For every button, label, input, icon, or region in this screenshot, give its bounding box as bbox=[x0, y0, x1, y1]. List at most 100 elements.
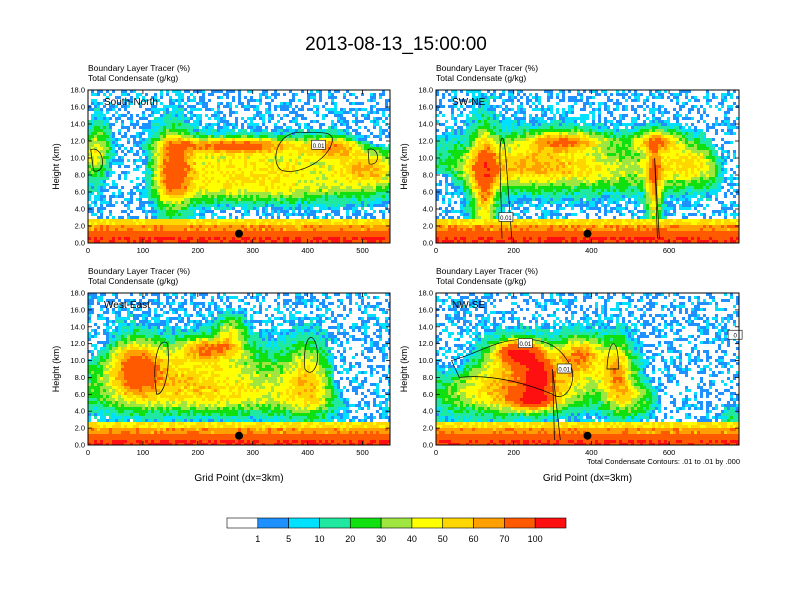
field-cell bbox=[142, 114, 145, 117]
field-cell bbox=[199, 231, 202, 234]
field-cell bbox=[355, 168, 358, 171]
field-cell bbox=[316, 105, 319, 108]
field-cell bbox=[229, 213, 232, 216]
field-cell bbox=[307, 174, 310, 177]
field-cell bbox=[184, 216, 187, 219]
field-cell bbox=[340, 117, 343, 120]
field-cell bbox=[604, 108, 607, 111]
field-cell bbox=[283, 162, 286, 165]
field-cell bbox=[157, 180, 160, 183]
field-cell bbox=[190, 228, 193, 231]
field-cell bbox=[481, 93, 484, 96]
field-cell bbox=[706, 102, 709, 105]
field-cell bbox=[181, 183, 184, 186]
field-cell bbox=[229, 162, 232, 165]
field-cell bbox=[331, 129, 334, 132]
field-cell bbox=[250, 159, 253, 162]
field-cell bbox=[181, 150, 184, 153]
field-cell bbox=[328, 201, 331, 204]
field-cell bbox=[88, 189, 91, 192]
field-cell bbox=[349, 207, 352, 210]
field-cell bbox=[253, 138, 256, 141]
field-cell bbox=[241, 204, 244, 207]
field-cell bbox=[163, 150, 166, 153]
field-cell bbox=[517, 93, 520, 96]
field-cell bbox=[88, 219, 91, 222]
field-cell bbox=[568, 108, 571, 111]
field-cell bbox=[349, 162, 352, 165]
field-cell bbox=[187, 225, 190, 228]
field-cell bbox=[505, 111, 508, 114]
field-cell bbox=[676, 93, 679, 96]
field-cell bbox=[253, 153, 256, 156]
field-cell bbox=[184, 102, 187, 105]
field-cell bbox=[580, 96, 583, 99]
field-cell bbox=[226, 234, 229, 237]
field-cell bbox=[301, 108, 304, 111]
field-cell bbox=[652, 93, 655, 96]
field-cell bbox=[196, 135, 199, 138]
field-cell bbox=[235, 138, 238, 141]
field-cell bbox=[106, 141, 109, 144]
field-cell bbox=[142, 111, 145, 114]
field-cell bbox=[169, 120, 172, 123]
field-cell bbox=[331, 228, 334, 231]
field-cell bbox=[646, 99, 649, 102]
field-cell bbox=[112, 132, 115, 135]
field-cell bbox=[514, 120, 517, 123]
field-cell bbox=[262, 150, 265, 153]
field-cell bbox=[346, 183, 349, 186]
field-cell bbox=[292, 177, 295, 180]
field-cell bbox=[220, 180, 223, 183]
panel-name: South-North bbox=[104, 97, 158, 108]
field-cell bbox=[88, 186, 91, 189]
field-cell bbox=[352, 120, 355, 123]
field-cell bbox=[316, 138, 319, 141]
field-cell bbox=[241, 165, 244, 168]
field-cell bbox=[349, 138, 352, 141]
field-cell bbox=[550, 90, 553, 93]
field-cell bbox=[187, 129, 190, 132]
field-cell bbox=[724, 114, 727, 117]
field-cell bbox=[367, 147, 370, 150]
field-cell bbox=[340, 180, 343, 183]
field-cell bbox=[388, 114, 390, 117]
field-cell bbox=[385, 162, 388, 165]
field-cell bbox=[145, 171, 148, 174]
field-cell bbox=[148, 153, 151, 156]
field-cell bbox=[367, 117, 370, 120]
field-cell bbox=[352, 147, 355, 150]
field-cell bbox=[376, 162, 379, 165]
field-cell bbox=[688, 90, 691, 93]
field-cell bbox=[223, 162, 226, 165]
field-cell bbox=[583, 90, 586, 93]
field-cell bbox=[271, 171, 274, 174]
field-cell bbox=[541, 126, 544, 129]
field-cell bbox=[250, 123, 253, 126]
field-cell bbox=[334, 111, 337, 114]
field-cell bbox=[91, 192, 94, 195]
field-cell bbox=[202, 168, 205, 171]
field-cell bbox=[184, 90, 187, 93]
field-cell bbox=[310, 204, 313, 207]
field-cell bbox=[361, 168, 364, 171]
field-cell bbox=[163, 126, 166, 129]
field-cell bbox=[313, 171, 316, 174]
field-cell bbox=[328, 111, 331, 114]
field-cell bbox=[295, 192, 298, 195]
field-cell bbox=[610, 93, 613, 96]
field-cell bbox=[343, 189, 346, 192]
field-cell bbox=[247, 237, 250, 240]
field-cell bbox=[238, 171, 241, 174]
field-cell bbox=[379, 210, 382, 213]
field-cell bbox=[625, 126, 628, 129]
field-cell bbox=[253, 219, 256, 222]
field-cell bbox=[223, 228, 226, 231]
field-cell bbox=[133, 228, 136, 231]
field-cell bbox=[196, 123, 199, 126]
field-cell bbox=[259, 99, 262, 102]
field-cell bbox=[304, 123, 307, 126]
field-cell bbox=[133, 222, 136, 225]
field-cell bbox=[382, 156, 385, 159]
field-cell bbox=[313, 159, 316, 162]
